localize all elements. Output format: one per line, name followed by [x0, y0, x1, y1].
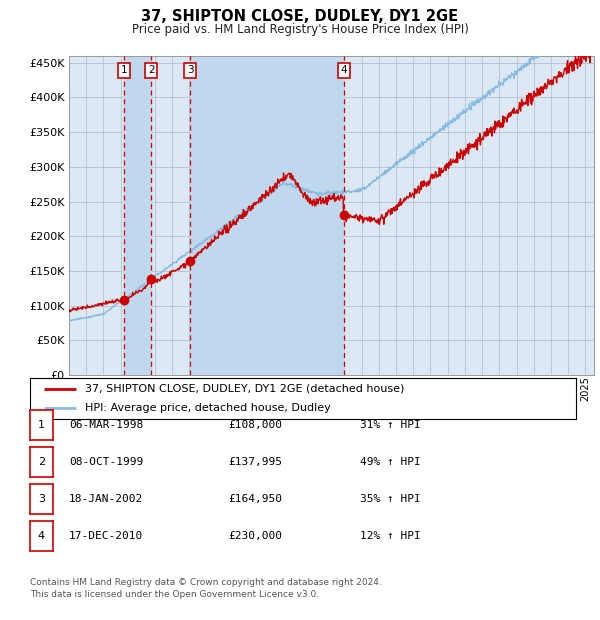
Text: 31% ↑ HPI: 31% ↑ HPI	[360, 420, 421, 430]
Text: £137,995: £137,995	[228, 457, 282, 467]
Text: 18-JAN-2002: 18-JAN-2002	[69, 494, 143, 504]
Text: Contains HM Land Registry data © Crown copyright and database right 2024.
This d: Contains HM Land Registry data © Crown c…	[30, 578, 382, 599]
Text: 37, SHIPTON CLOSE, DUDLEY, DY1 2GE: 37, SHIPTON CLOSE, DUDLEY, DY1 2GE	[142, 9, 458, 24]
Text: £108,000: £108,000	[228, 420, 282, 430]
Text: 4: 4	[340, 65, 347, 75]
Text: HPI: Average price, detached house, Dudley: HPI: Average price, detached house, Dudl…	[85, 403, 331, 413]
Text: 49% ↑ HPI: 49% ↑ HPI	[360, 457, 421, 467]
Text: £230,000: £230,000	[228, 531, 282, 541]
Text: 2: 2	[148, 65, 154, 75]
Text: 37, SHIPTON CLOSE, DUDLEY, DY1 2GE (detached house): 37, SHIPTON CLOSE, DUDLEY, DY1 2GE (deta…	[85, 384, 404, 394]
Text: £164,950: £164,950	[228, 494, 282, 504]
Bar	[124, 56, 151, 375]
Text: 08-OCT-1999: 08-OCT-1999	[69, 457, 143, 467]
Bar	[190, 56, 344, 375]
Text: 2: 2	[38, 457, 45, 467]
Text: 3: 3	[38, 494, 45, 504]
Text: 1: 1	[121, 65, 127, 75]
Text: 1: 1	[38, 420, 45, 430]
Text: 35% ↑ HPI: 35% ↑ HPI	[360, 494, 421, 504]
Text: 3: 3	[187, 65, 194, 75]
Text: Price paid vs. HM Land Registry's House Price Index (HPI): Price paid vs. HM Land Registry's House …	[131, 23, 469, 36]
Text: 06-MAR-1998: 06-MAR-1998	[69, 420, 143, 430]
Text: 17-DEC-2010: 17-DEC-2010	[69, 531, 143, 541]
Text: 12% ↑ HPI: 12% ↑ HPI	[360, 531, 421, 541]
Text: 4: 4	[38, 531, 45, 541]
